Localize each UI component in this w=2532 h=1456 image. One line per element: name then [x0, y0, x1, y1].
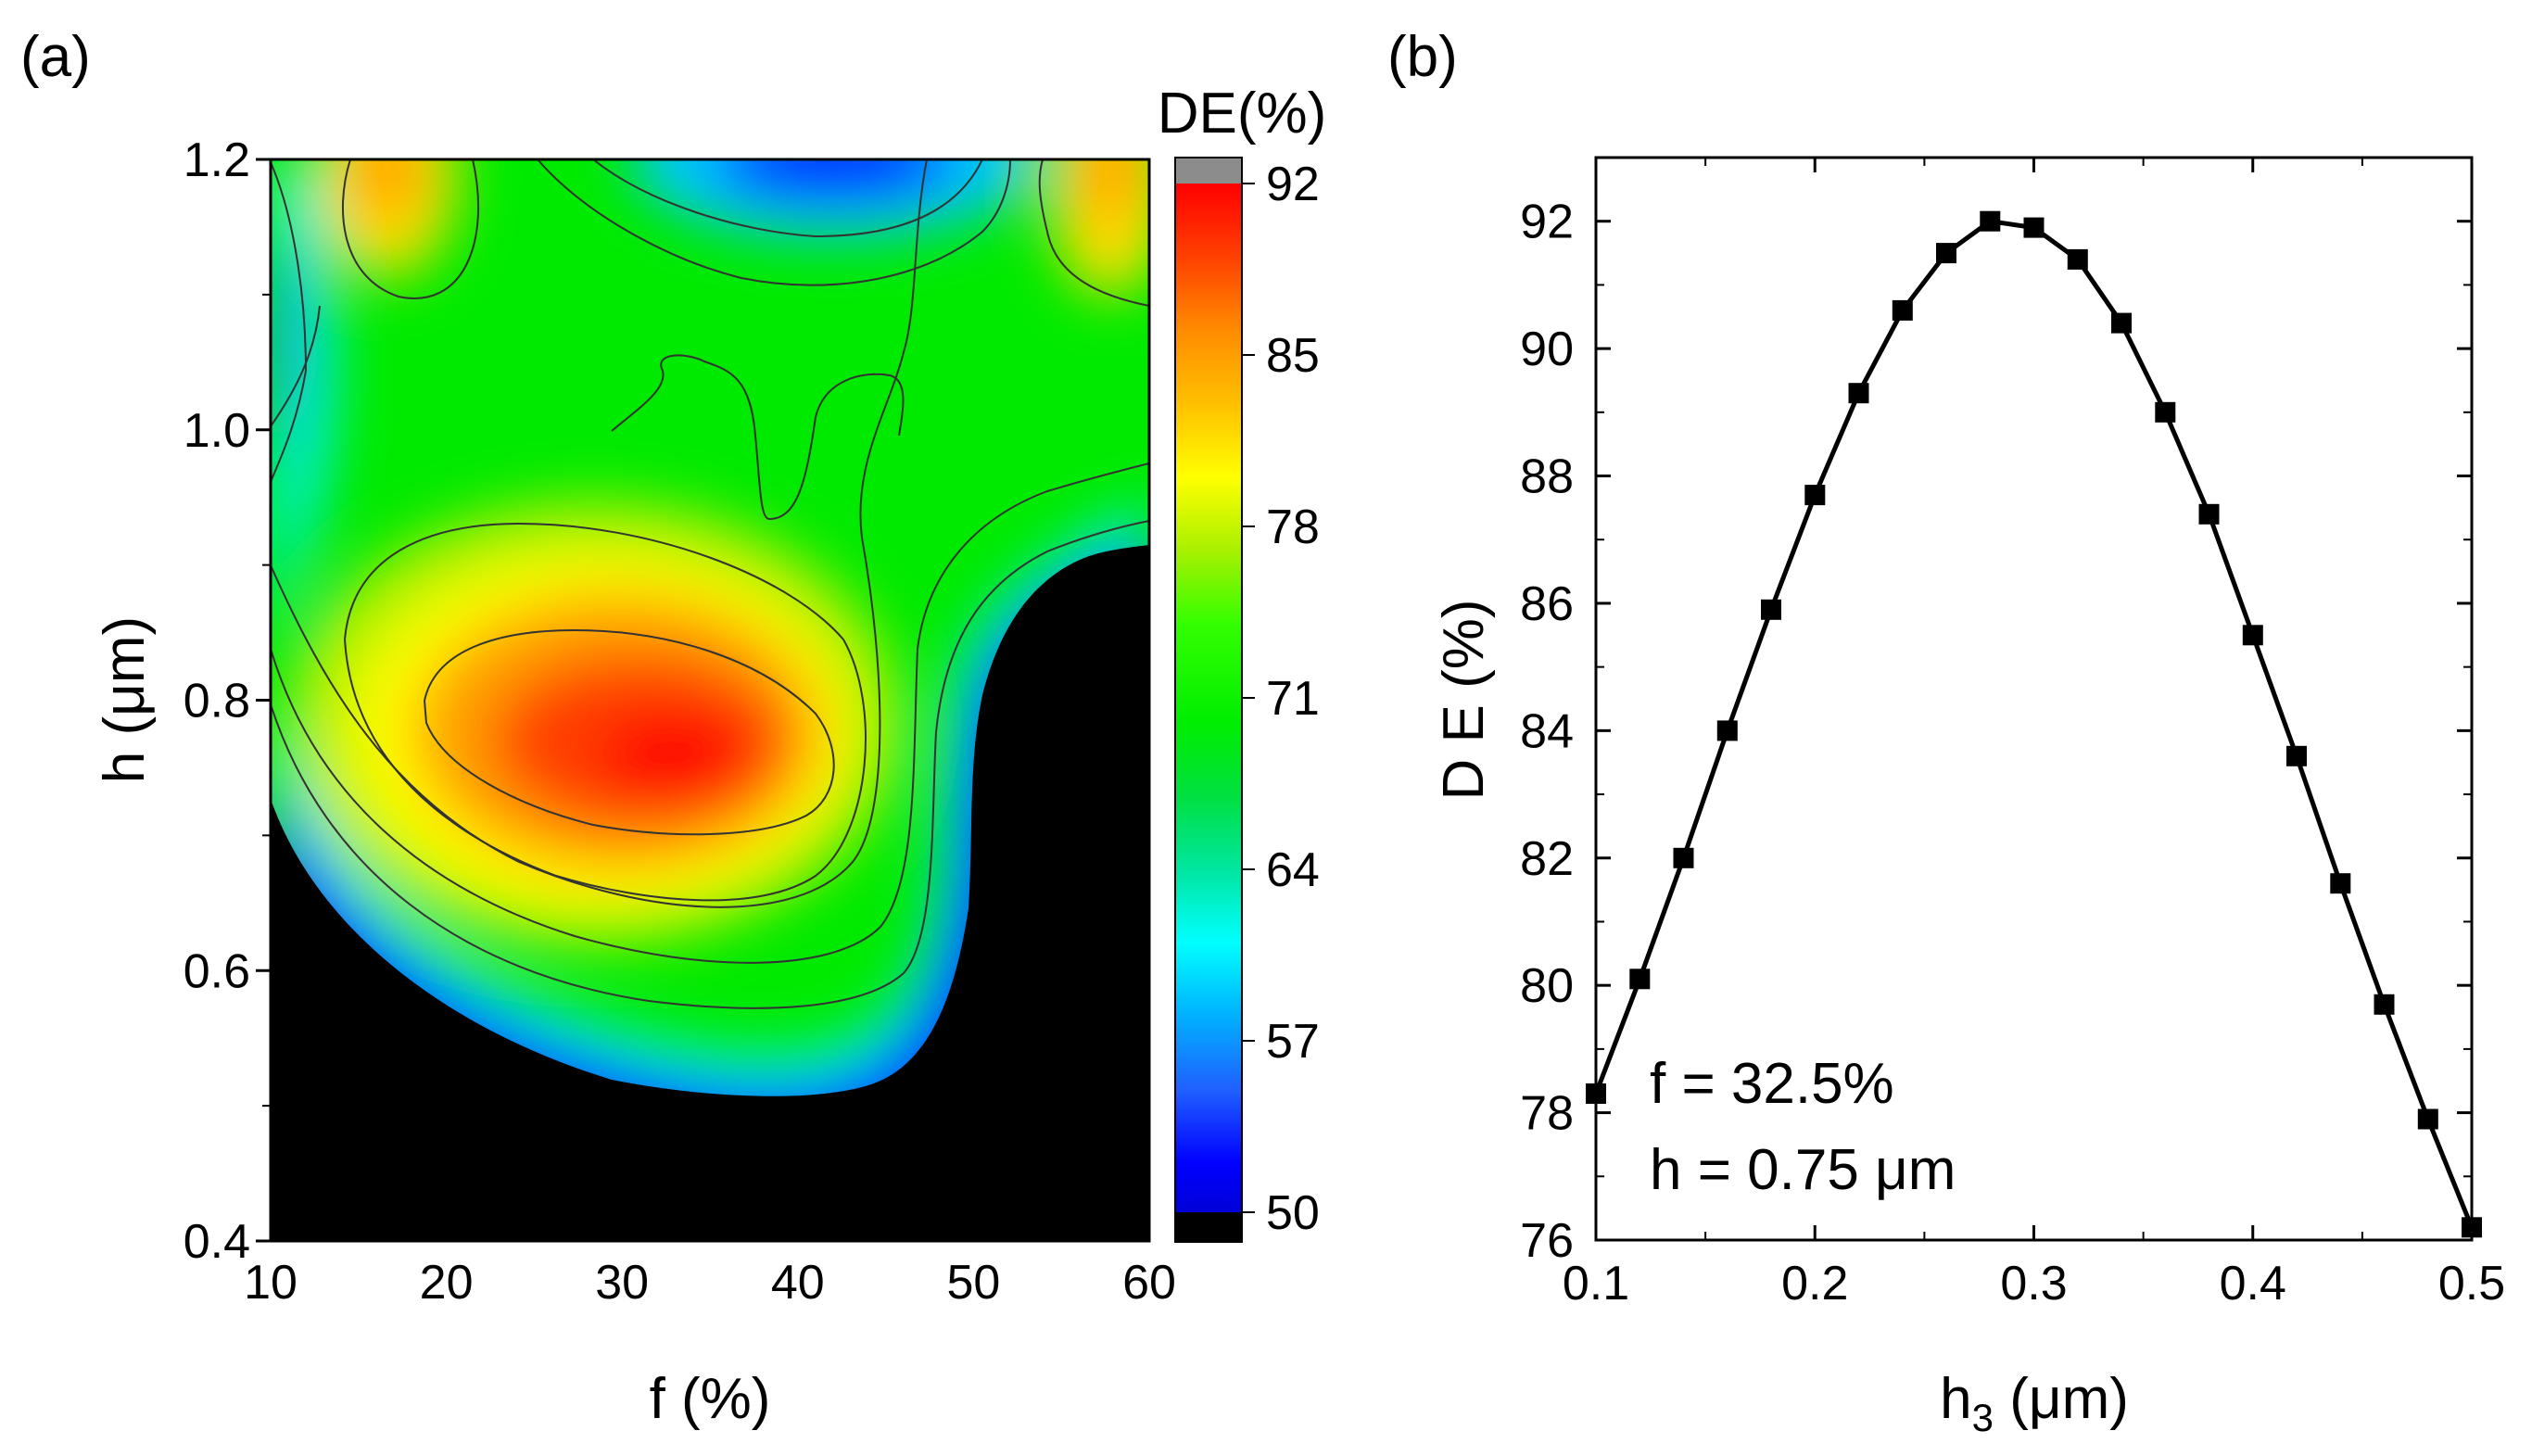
y-tick-label-b: 90	[1520, 323, 1574, 376]
colorbar-scale	[1175, 184, 1242, 1212]
contour-lines	[271, 159, 1149, 1009]
panel-b-label: (b)	[1387, 25, 1458, 89]
contour-line	[271, 161, 308, 483]
colorbar-frame	[1174, 157, 1243, 1243]
data-point	[2242, 625, 2263, 646]
data-point	[2023, 217, 2045, 238]
x-tick-label-a: 50	[946, 1256, 1000, 1310]
data-point	[1848, 383, 1869, 404]
data-point	[2462, 1217, 2482, 1238]
colorbar-tick-label: 92	[1266, 158, 1320, 211]
x-tick-label-a: 10	[244, 1256, 298, 1310]
colorbar-tick-label: 50	[1266, 1186, 1320, 1240]
colorbar-ticks: 50 57 64 71 78 85 92	[1242, 158, 1320, 1240]
y-tick-label-a: 1.2	[184, 133, 250, 187]
contour-high-top-left-core	[355, 159, 420, 220]
y-tick-label-a: 0.8	[184, 675, 250, 728]
x-tick-label-b: 0.1	[1563, 1257, 1629, 1310]
x-tick-label-b: 0.3	[2000, 1257, 2067, 1310]
annotation-f: f = 32.5%	[1650, 1052, 1894, 1116]
data-point	[1673, 847, 1694, 868]
x-tick-label-a: 20	[420, 1256, 474, 1310]
y-tick-label-b: 78	[1520, 1087, 1574, 1141]
colorbar-tick-label: 85	[1266, 329, 1320, 383]
y-tick-label-b: 88	[1520, 450, 1574, 504]
y-axis-label-b: D E (%)	[1432, 600, 1496, 801]
axes-a: 10 20 30 40 50 60 0.4 0.6 0.8 1.0 1.2	[184, 133, 1176, 1310]
contour-line	[592, 159, 983, 238]
colorbar-above-swatch	[1175, 158, 1242, 184]
data-point	[1586, 1083, 1606, 1104]
x-axis-label-b-sub: 3	[1972, 1396, 1994, 1439]
contour-blue-left	[271, 232, 296, 463]
contour-line	[271, 520, 1149, 1009]
data-point	[1804, 485, 1826, 506]
contour-low-top-core	[714, 159, 955, 201]
data-point	[1629, 969, 1651, 990]
contour-line	[611, 354, 905, 521]
annotation-h: h = 0.75 μm	[1650, 1138, 1956, 1202]
colorbar-tick-label: 78	[1266, 500, 1320, 554]
contour-line	[1038, 159, 1149, 307]
y-tick-label-b: 82	[1520, 832, 1574, 886]
x-axis-label-b: h3 (μm)	[1940, 1367, 2129, 1439]
x-tick-label-a: 40	[771, 1256, 825, 1310]
y-tick-label-b: 84	[1520, 704, 1574, 758]
contour-line	[271, 305, 321, 427]
data-point	[2286, 745, 2307, 766]
y-axis-label-a: h (μm)	[93, 616, 157, 783]
x-axis-label-b-unit: (μm)	[1994, 1367, 2129, 1431]
series-de	[1586, 210, 2482, 1238]
x-tick-label-b: 0.5	[2438, 1257, 2505, 1310]
data-point	[2155, 401, 2176, 423]
x-axis-label-a: f (%)	[650, 1367, 771, 1431]
colorbar-title: DE(%)	[1158, 82, 1327, 146]
data-point	[1936, 243, 1956, 264]
data-point	[1892, 299, 1913, 321]
y-tick-label-a: 0.4	[184, 1215, 250, 1269]
y-tick-label-a: 0.6	[184, 944, 250, 998]
x-tick-label-a: 30	[595, 1256, 649, 1310]
contour-line	[271, 462, 1149, 964]
colorbar: DE(%) 50 57 64 71 78 85 92	[1158, 82, 1327, 1243]
x-tick-label-b: 0.4	[2220, 1257, 2286, 1310]
data-point	[2417, 1108, 2438, 1130]
axes-b: 0.1 0.2 0.3 0.4 0.5 76 78 80 82 84 86 88 90 92	[1520, 158, 2505, 1310]
y-tick-label-b: 80	[1520, 959, 1574, 1013]
contour-line	[423, 628, 835, 836]
x-tick-label-a: 60	[1122, 1256, 1176, 1310]
data-point	[2330, 873, 2351, 894]
contour-below-range	[271, 545, 1149, 1241]
contour-hill-peak	[593, 714, 751, 797]
data-point	[1761, 599, 1781, 620]
contour-line	[271, 159, 928, 908]
contour-line	[537, 159, 1011, 286]
x-tick-label-b: 0.2	[1781, 1257, 1848, 1310]
colorbar-below-swatch	[1175, 1212, 1242, 1242]
line-plot: 0.1 0.2 0.3 0.4 0.5 76 78 80 82 84 86 88 90 92 f = 32…	[1432, 156, 2505, 1439]
y-tick-label-b: 92	[1520, 196, 1574, 249]
colorbar-tick-label: 57	[1266, 1015, 1320, 1069]
x-axis-label-b-main: h	[1940, 1367, 1971, 1431]
y-tick-label-a: 1.0	[184, 404, 250, 458]
colorbar-tick-label: 64	[1266, 843, 1320, 897]
data-point	[2198, 503, 2220, 525]
panel-a-label: (a)	[20, 25, 91, 89]
data-point	[2067, 248, 2088, 270]
data-point	[1980, 210, 2001, 232]
y-tick-label-b: 76	[1520, 1214, 1574, 1268]
y-tick-label-b: 86	[1520, 577, 1574, 631]
colorbar-tick-label: 71	[1266, 672, 1320, 726]
data-point	[1716, 720, 1738, 741]
contour-line	[341, 159, 480, 299]
contour-plot: 10 20 30 40 50 60 0.4 0.6 0.8 1.0 1.2 f (%) h (μm)	[93, 133, 1176, 1431]
data-point	[2111, 312, 2132, 334]
data-point	[2374, 994, 2395, 1015]
contour-high-top-right-core	[1082, 159, 1138, 224]
